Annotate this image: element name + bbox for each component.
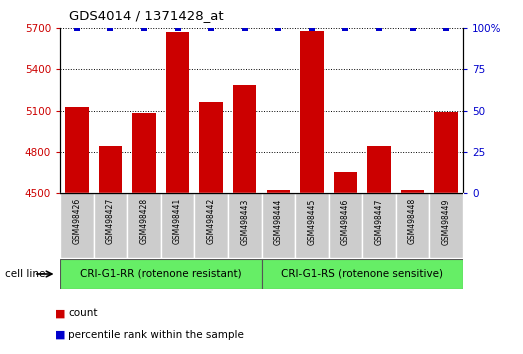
Text: ■: ■ <box>55 330 65 339</box>
Bar <box>60 259 262 289</box>
Bar <box>429 193 463 258</box>
Bar <box>199 102 223 193</box>
Text: count: count <box>68 308 97 318</box>
Text: GSM498444: GSM498444 <box>274 198 283 245</box>
Bar <box>161 193 195 258</box>
Bar <box>396 193 429 258</box>
Bar <box>127 193 161 258</box>
Bar <box>60 193 94 258</box>
Text: GSM498446: GSM498446 <box>341 198 350 245</box>
Text: GDS4014 / 1371428_at: GDS4014 / 1371428_at <box>69 9 224 22</box>
Text: GSM498447: GSM498447 <box>374 198 383 245</box>
Text: cell line: cell line <box>5 269 46 279</box>
Text: CRI-G1-RR (rotenone resistant): CRI-G1-RR (rotenone resistant) <box>80 269 242 279</box>
Text: GSM498428: GSM498428 <box>140 198 149 244</box>
Bar <box>262 193 295 258</box>
Bar <box>228 193 262 258</box>
Text: percentile rank within the sample: percentile rank within the sample <box>68 330 244 339</box>
Text: GSM498441: GSM498441 <box>173 198 182 244</box>
Text: CRI-G1-RS (rotenone sensitive): CRI-G1-RS (rotenone sensitive) <box>281 269 443 279</box>
Bar <box>233 85 256 193</box>
Text: GSM498449: GSM498449 <box>441 198 451 245</box>
Bar <box>401 190 424 193</box>
Text: GSM498448: GSM498448 <box>408 198 417 244</box>
Bar <box>334 172 357 193</box>
Bar <box>300 31 324 193</box>
Text: GSM498427: GSM498427 <box>106 198 115 244</box>
Bar <box>367 146 391 193</box>
Text: GSM498445: GSM498445 <box>308 198 316 245</box>
Bar <box>262 259 463 289</box>
Text: ■: ■ <box>55 308 65 318</box>
Text: GSM498442: GSM498442 <box>207 198 215 244</box>
Bar <box>166 33 189 193</box>
Bar <box>328 193 362 258</box>
Bar <box>362 193 396 258</box>
Bar <box>195 193 228 258</box>
Bar <box>65 107 89 193</box>
Bar <box>94 193 127 258</box>
Bar <box>434 112 458 193</box>
Text: GSM498426: GSM498426 <box>72 198 82 244</box>
Bar <box>267 190 290 193</box>
Text: GSM498443: GSM498443 <box>240 198 249 245</box>
Bar <box>99 146 122 193</box>
Bar <box>132 113 156 193</box>
Bar <box>295 193 328 258</box>
